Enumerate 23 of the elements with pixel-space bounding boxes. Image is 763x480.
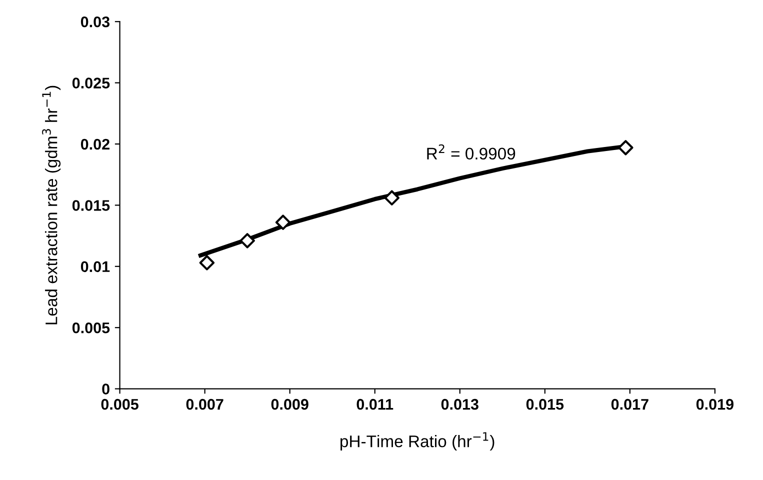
- x-tick-label: 0.009: [271, 398, 308, 410]
- annotation: R$^{2}$ = 0.9909: [427, 144, 516, 160]
- y-tick-label: 0.025: [72, 78, 110, 88]
- x-tick-label: 0.007: [186, 398, 224, 410]
- y-tick-label: 0: [102, 384, 110, 394]
- y-tick-label: 0.015: [72, 200, 110, 211]
- point: [199, 255, 215, 270]
- y-tick-label: 0.02: [80, 138, 110, 150]
- point: [275, 214, 291, 230]
- y-axis-title: Lead extraction rate (gdm$^{3}$ hr$^{−1}$): [42, 86, 61, 324]
- y-tick-label: 0.03: [80, 16, 110, 28]
- point: [618, 140, 634, 156]
- x-axis-title: pH-Time Ratio (hr$^{−1}$): [340, 432, 494, 451]
- x-tick-label: 0.019: [696, 398, 734, 410]
- x-tick-label: 0.013: [441, 398, 478, 410]
- x-tick-label: 0.005: [101, 398, 138, 410]
- x-tick-label: 0.011: [356, 398, 394, 410]
- x-tick-label: 0.015: [526, 398, 564, 410]
- point: [384, 190, 400, 206]
- y-tick-label: 0.005: [72, 322, 110, 334]
- x-tick-label: 0.017: [611, 398, 648, 410]
- point: [240, 233, 255, 248]
- y-tick-label: 0.01: [80, 261, 110, 272]
